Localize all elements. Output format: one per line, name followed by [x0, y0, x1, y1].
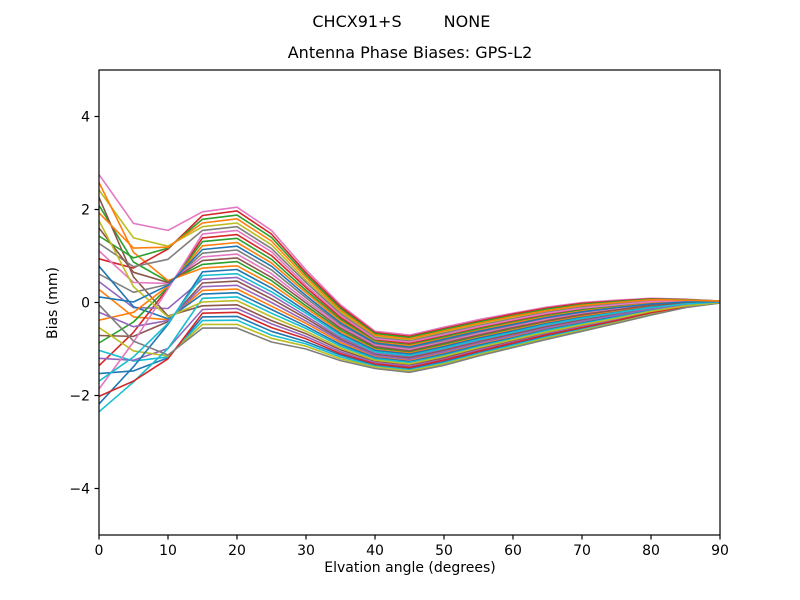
series-line30	[98, 272, 721, 382]
series-line18	[98, 225, 721, 342]
series-line23	[98, 214, 721, 339]
x-tick-label: 0	[95, 543, 104, 559]
x-tick-label: 40	[366, 543, 384, 559]
x-tick-label: 90	[711, 543, 729, 559]
series-line26	[98, 227, 721, 352]
x-tick-label: 10	[159, 543, 177, 559]
series-line05	[98, 276, 721, 358]
y-tick-label: 2	[81, 203, 90, 219]
series-line15	[98, 301, 721, 368]
x-tick-label: 70	[573, 543, 591, 559]
series-line17	[98, 250, 721, 351]
series-line25	[98, 284, 721, 361]
axes-spines	[98, 69, 721, 536]
series-line27	[98, 229, 721, 390]
series-line13	[98, 237, 720, 346]
series-line20	[98, 296, 721, 413]
series-line24	[98, 301, 721, 398]
x-tick-label: 30	[297, 543, 315, 559]
series-line28	[98, 302, 721, 374]
series-line29	[98, 220, 721, 365]
plot-area: 0 10 20 30 40 50 60 70 80 90 −4 −2 0 2 4	[69, 110, 729, 560]
y-tick-label: −4	[69, 482, 90, 498]
series-line07	[98, 174, 721, 336]
series-line11	[98, 265, 721, 363]
y-tick-label: −2	[69, 389, 90, 405]
x-tick-label: 80	[642, 543, 660, 559]
y-tick-label: 4	[81, 110, 90, 126]
x-axis-label: Elvation angle (degrees)	[324, 560, 495, 576]
x-tick-label: 50	[435, 543, 453, 559]
figure-title-mode: NONE	[444, 12, 491, 31]
y-axis-label: Bias (mm)	[45, 267, 61, 339]
figure-title-station: CHCX91+S	[312, 12, 401, 31]
y-tick-label: 0	[81, 296, 90, 312]
axes-title: Antenna Phase Biases: GPS-L2	[288, 43, 533, 62]
series-line19	[98, 302, 721, 372]
x-tick-label: 60	[504, 543, 522, 559]
series-line32	[98, 212, 721, 340]
series-line31	[98, 245, 721, 348]
series-line12	[98, 182, 721, 355]
x-tick-label: 20	[228, 543, 246, 559]
